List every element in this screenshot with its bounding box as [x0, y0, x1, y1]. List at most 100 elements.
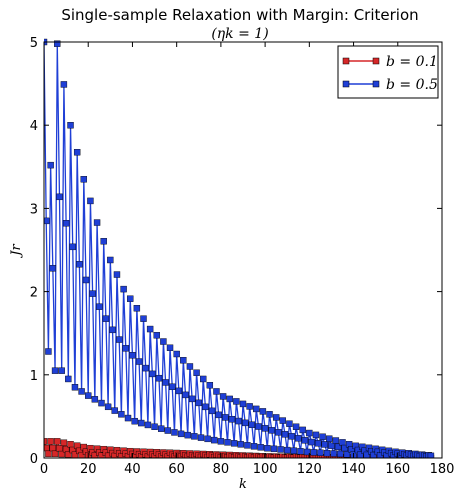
- series-1-point-67: [188, 395, 196, 403]
- series-1-point-112: [288, 433, 295, 440]
- series-1-point-74: [204, 435, 211, 443]
- series-0-point-5: [51, 450, 59, 458]
- series-1-point-41: [131, 417, 138, 425]
- series-1-point-11: [65, 375, 72, 383]
- series-1-point-10: [62, 219, 70, 227]
- series-1-point-6: [54, 40, 61, 47]
- series-1-point-22: [89, 290, 96, 297]
- series-1-point-15: [73, 149, 81, 156]
- series-1-point-69: [193, 369, 200, 376]
- series-1-point-96: [253, 405, 260, 413]
- series-1-point-119: [303, 448, 311, 456]
- series-1-point-88: [235, 417, 242, 425]
- series-1-point-14: [71, 384, 79, 391]
- series-1-point-129: [326, 435, 333, 442]
- y-tick-label-4: 4: [30, 119, 38, 134]
- series-1-point-117: [299, 426, 306, 434]
- series-1-point-30: [107, 256, 114, 264]
- series-1-point-43: [135, 358, 143, 365]
- series-0-point-4: [49, 444, 57, 452]
- series-1-point-49: [149, 370, 156, 378]
- y-tick-label-5: 5: [30, 36, 38, 51]
- plot-frame: [43, 41, 443, 459]
- series-1-point-36: [120, 285, 127, 293]
- series-1-point-82: [222, 414, 229, 421]
- plot-layer: [44, 38, 435, 458]
- series-1-point-52: [155, 374, 163, 382]
- chart-subtitle: (ηk = 1): [211, 26, 268, 42]
- y-axis-label: Jr: [9, 244, 24, 259]
- series-1-point-107: [277, 446, 284, 453]
- series-1-point-9: [60, 81, 68, 88]
- series-1-point-21: [87, 197, 94, 205]
- series-1-point-42: [133, 305, 141, 312]
- series-1-point-4: [49, 265, 57, 272]
- series-1-point-84: [226, 395, 233, 403]
- series-1-point-35: [118, 411, 125, 418]
- series-1-point-8: [58, 367, 65, 374]
- series-1-point-71: [197, 434, 205, 441]
- series-1-point-48: [146, 325, 154, 333]
- plot-area: [44, 38, 435, 458]
- y-tick-label-0: 0: [30, 452, 38, 467]
- legend-marker-0a: [342, 57, 350, 65]
- legend-label-0: b = 0.1: [386, 54, 438, 70]
- series-1-point-92: [244, 442, 251, 449]
- series-1-point-2: [45, 348, 52, 355]
- series-0-point-8: [58, 450, 65, 458]
- series-0-point-6: [54, 438, 61, 445]
- series-1-point-73: [202, 403, 209, 411]
- series-1-point-175: [427, 452, 435, 458]
- series-1-point-5: [51, 367, 59, 374]
- series-1-point-132: [332, 437, 340, 444]
- series-1-point-37: [122, 345, 130, 352]
- series-1-point-23: [91, 396, 99, 403]
- series-1-point-127: [321, 441, 329, 448]
- series-1-point-60: [173, 350, 180, 358]
- series-1-point-70: [195, 399, 202, 407]
- series-1-point-28: [102, 315, 110, 322]
- series-1-point-135: [339, 439, 346, 446]
- series-1-point-32: [111, 407, 118, 414]
- series-1-point-62: [177, 430, 185, 438]
- series-1-point-18: [80, 176, 88, 183]
- series-1-point-104: [270, 445, 278, 453]
- series-1-point-54: [160, 338, 167, 345]
- series-1-point-24: [93, 219, 101, 226]
- x-tick-label-8: 160: [385, 462, 410, 477]
- series-1-point-98: [257, 444, 264, 451]
- series-1-point-63: [180, 357, 187, 364]
- series-1-point-45: [140, 315, 147, 322]
- series-1-point-137: [343, 451, 351, 458]
- x-tick-label-5: 100: [253, 462, 278, 477]
- series-1-point-83: [224, 439, 231, 446]
- series-1-point-105: [272, 414, 280, 421]
- series-1-point-38: [124, 414, 132, 422]
- series-1-point-122: [310, 449, 317, 456]
- x-tick-label-1: 20: [80, 462, 97, 477]
- series-1-point-94: [248, 421, 256, 428]
- series-1-point-12: [67, 121, 74, 129]
- series-1-point-61: [175, 387, 183, 395]
- series-1-point-3: [47, 161, 54, 169]
- series-1-point-76: [208, 407, 216, 415]
- series-1-point-97: [255, 423, 262, 430]
- x-tick-label-9: 180: [430, 462, 455, 477]
- series-0-point-12: [67, 441, 74, 448]
- series-1-point-102: [266, 411, 273, 418]
- series-1-point-65: [184, 431, 191, 439]
- x-tick-label-3: 60: [168, 462, 185, 477]
- series-0-point-2: [45, 450, 52, 458]
- x-tick-label-7: 140: [341, 462, 366, 477]
- series-1-point-106: [275, 429, 282, 436]
- y-tick-label-2: 2: [30, 286, 38, 301]
- series-0-point-11: [65, 451, 72, 458]
- x-tick-label-4: 80: [213, 462, 230, 477]
- series-1-point-111: [286, 420, 293, 427]
- series-1-point-16: [76, 261, 83, 268]
- series-1-point-130: [328, 442, 335, 449]
- series-1-point-123: [312, 431, 320, 439]
- series-1-point-78: [213, 388, 220, 395]
- series-1-point-68: [191, 433, 198, 440]
- series-1-point-64: [182, 391, 189, 399]
